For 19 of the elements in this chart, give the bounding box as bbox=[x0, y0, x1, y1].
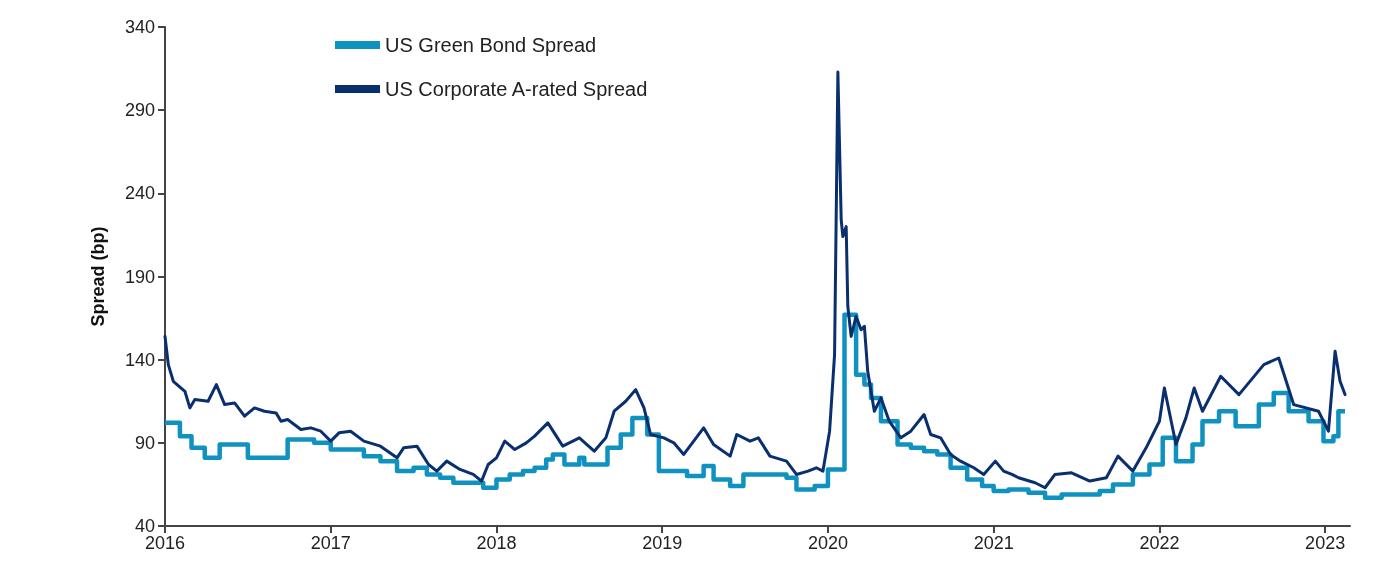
y-axis-title: Spread (bp) bbox=[88, 226, 108, 327]
legend-label: US Green Bond Spread bbox=[385, 34, 597, 56]
legend-label: US Corporate A-rated Spread bbox=[385, 78, 648, 100]
x-tick-label: 2022 bbox=[1139, 533, 1180, 553]
y-tick-label: 240 bbox=[124, 183, 155, 204]
y-tick-label: 340 bbox=[124, 17, 155, 37]
y-tick-label: 40 bbox=[134, 516, 155, 536]
y-tick-label: 290 bbox=[124, 100, 155, 121]
x-tick-label: 2023 bbox=[1305, 533, 1346, 553]
line-series bbox=[163, 70, 1347, 490]
x-tick-label: 2020 bbox=[807, 533, 848, 553]
y-tick-label: 190 bbox=[124, 266, 155, 287]
x-tick-label: 2017 bbox=[310, 533, 351, 553]
x-tick-label: 2019 bbox=[642, 533, 683, 553]
x-tick-label: 2018 bbox=[476, 533, 517, 553]
y-tick-label: 90 bbox=[134, 432, 155, 453]
x-tick-label: 2016 bbox=[144, 533, 186, 553]
x-tick-label: 2021 bbox=[973, 533, 1014, 553]
y-tick-label: 140 bbox=[124, 349, 155, 370]
